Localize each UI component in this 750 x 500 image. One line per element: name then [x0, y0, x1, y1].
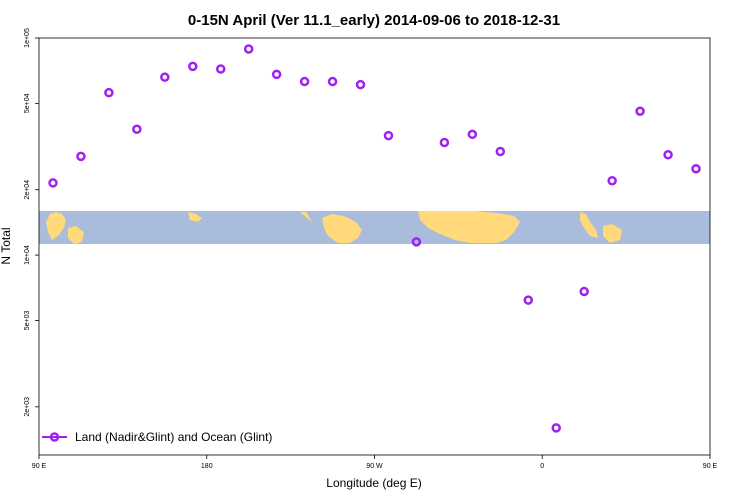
data-point [76, 151, 86, 162]
legend-label: Land (Nadir&Glint) and Ocean (Glint) [75, 430, 272, 444]
y-axis-label: N Total [0, 227, 13, 264]
y-tick-label: 1e+05 [24, 28, 31, 48]
y-tick-label: 5e+03 [24, 311, 31, 331]
data-point [635, 106, 645, 116]
x-tick-label: 90 E [703, 463, 718, 470]
y-tick-label: 5e+04 [24, 93, 31, 113]
ocean-fill [39, 211, 710, 244]
y-tick-label: 1e+04 [24, 245, 31, 265]
data-point [411, 237, 422, 247]
data-point [607, 176, 617, 186]
land-masses [46, 211, 622, 244]
data-point [579, 286, 589, 297]
x-tick-label: 90 W [366, 463, 383, 470]
data-point [327, 76, 338, 87]
data-point [48, 178, 58, 188]
data-point [691, 163, 701, 174]
x-axis: 90 E 180 90 W 0 90 E [32, 455, 718, 470]
x-tick-label: 0 [540, 463, 544, 470]
x-tick-label: 90 E [32, 463, 47, 470]
data-point [160, 72, 170, 82]
chart-title: 0-15N April (Ver 11.1_early) 2014-09-06 … [188, 12, 560, 29]
data-point [271, 69, 282, 80]
data-point [299, 76, 310, 87]
y-tick-label: 2e+04 [24, 180, 31, 200]
data-point [439, 137, 450, 148]
data-point [355, 79, 366, 90]
data-point [188, 61, 198, 72]
data-point [104, 87, 114, 98]
x-axis-label: Longitude (deg E) [326, 476, 421, 490]
legend-marker [49, 432, 60, 442]
data-point [383, 130, 394, 141]
y-tick-label: 2e+03 [24, 397, 31, 417]
data-points [48, 44, 701, 433]
plot-frame [38, 37, 711, 456]
y-axis: 2e+03 5e+03 1e+04 2e+04 5e+04 1e+05 [24, 28, 39, 417]
data-point [551, 423, 561, 433]
data-point [495, 146, 506, 157]
data-point [467, 129, 478, 140]
data-point [523, 295, 534, 305]
x-tick-label: 180 [201, 463, 213, 470]
data-point [132, 124, 142, 134]
data-point [243, 44, 254, 54]
world-map-strip [39, 211, 710, 244]
data-point [215, 64, 226, 74]
data-point [663, 149, 673, 160]
legend: Land (Nadir&Glint) and Ocean (Glint) [42, 430, 272, 444]
